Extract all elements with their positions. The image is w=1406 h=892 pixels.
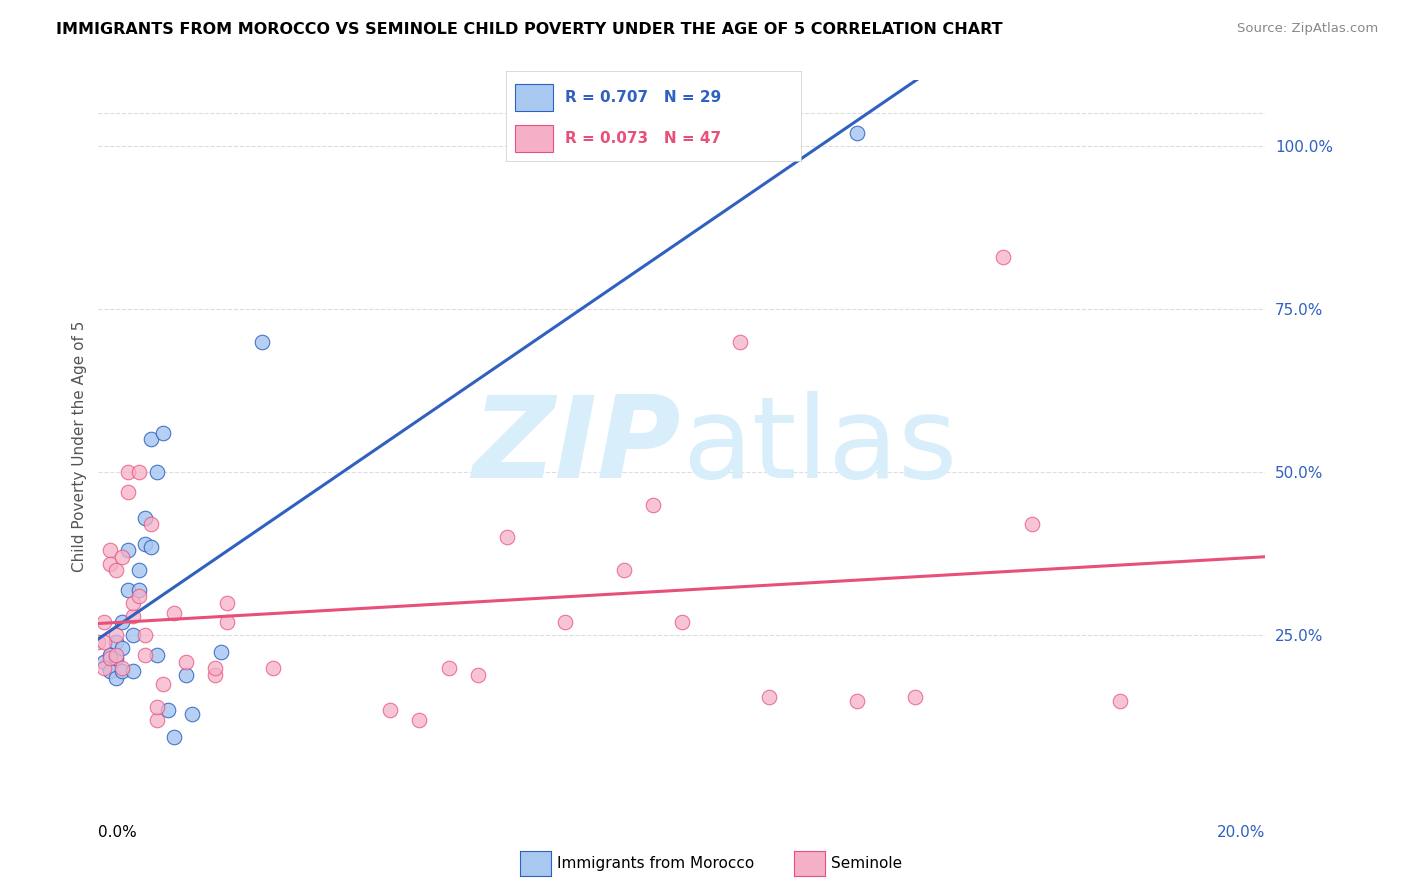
Text: R = 0.707   N = 29: R = 0.707 N = 29 [565, 90, 721, 104]
Point [122, 596, 145, 610]
Point [146, 714, 169, 728]
Point [104, 671, 127, 685]
Point [612, 563, 634, 577]
Point [111, 661, 134, 675]
Point [174, 667, 197, 681]
Point [128, 582, 150, 597]
Point [93, 661, 115, 675]
Point [163, 730, 186, 744]
Point [139, 517, 162, 532]
FancyBboxPatch shape [515, 125, 554, 152]
Point [117, 543, 139, 558]
Point [134, 648, 156, 662]
Text: Seminole: Seminole [831, 856, 903, 871]
Point [215, 615, 238, 630]
Text: 20.0%: 20.0% [1218, 825, 1265, 840]
Point [139, 540, 162, 554]
Point [467, 667, 489, 681]
Point [204, 667, 226, 681]
Point [93, 655, 115, 669]
Y-axis label: Child Poverty Under the Age of 5: Child Poverty Under the Age of 5 [72, 320, 87, 572]
Point [845, 694, 868, 708]
Point [991, 250, 1014, 264]
Point [98, 648, 121, 662]
Point [262, 661, 284, 675]
Point [98, 651, 121, 665]
Point [111, 549, 134, 564]
Point [174, 655, 197, 669]
Point [554, 615, 576, 630]
Point [1108, 694, 1130, 708]
Point [758, 690, 780, 705]
Point [495, 530, 517, 544]
Point [117, 484, 139, 499]
Point [104, 651, 127, 665]
Point [128, 563, 150, 577]
Point [104, 563, 127, 577]
Point [128, 465, 150, 479]
Point [98, 665, 121, 679]
Point [122, 628, 145, 642]
Point [845, 126, 868, 140]
Point [215, 596, 238, 610]
Point [209, 645, 232, 659]
Point [104, 628, 127, 642]
Point [111, 641, 134, 656]
Point [134, 537, 156, 551]
Point [250, 334, 273, 349]
Text: IMMIGRANTS FROM MOROCCO VS SEMINOLE CHILD POVERTY UNDER THE AGE OF 5 CORRELATION: IMMIGRANTS FROM MOROCCO VS SEMINOLE CHIL… [56, 22, 1002, 37]
Text: 0.0%: 0.0% [98, 825, 138, 840]
Point [139, 433, 162, 447]
Point [122, 665, 145, 679]
Point [128, 589, 150, 603]
Point [98, 543, 121, 558]
Point [157, 704, 180, 718]
Point [146, 648, 169, 662]
Point [104, 635, 127, 649]
Point [134, 628, 156, 642]
Point [1021, 517, 1043, 532]
Text: Immigrants from Morocco: Immigrants from Morocco [557, 856, 754, 871]
Point [904, 690, 927, 705]
Point [641, 498, 664, 512]
Point [117, 465, 139, 479]
Point [408, 714, 430, 728]
Point [180, 706, 202, 721]
Text: R = 0.073   N = 47: R = 0.073 N = 47 [565, 131, 721, 145]
Point [671, 615, 693, 630]
Point [122, 608, 145, 623]
Point [152, 425, 174, 440]
Point [87, 635, 110, 649]
Point [93, 635, 115, 649]
Point [163, 606, 186, 620]
Text: Source: ZipAtlas.com: Source: ZipAtlas.com [1237, 22, 1378, 36]
Point [104, 648, 127, 662]
Point [378, 704, 402, 718]
Point [117, 582, 139, 597]
Point [111, 615, 134, 630]
Point [152, 677, 174, 691]
Point [93, 615, 115, 630]
Point [146, 700, 169, 714]
Point [111, 665, 134, 679]
Point [728, 334, 751, 349]
Point [204, 661, 226, 675]
FancyBboxPatch shape [515, 84, 554, 111]
Point [134, 511, 156, 525]
Text: atlas: atlas [682, 391, 957, 501]
Point [437, 661, 460, 675]
Point [98, 557, 121, 571]
Point [146, 465, 169, 479]
Text: ZIP: ZIP [474, 391, 682, 501]
